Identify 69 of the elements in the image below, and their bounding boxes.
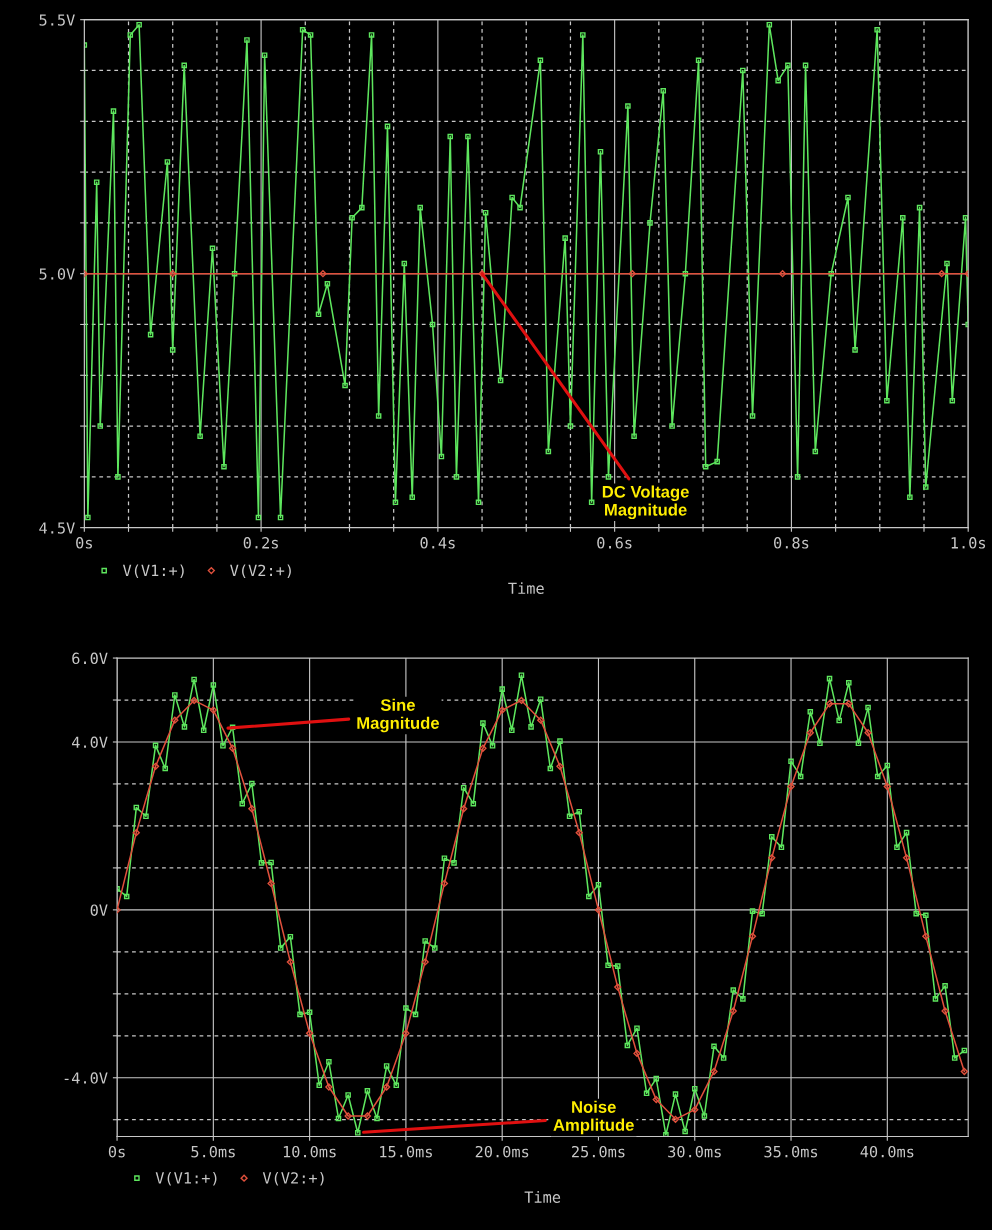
point [883,782,891,791]
point [440,879,449,888]
point [614,983,622,991]
y-tick-label: -4.0V [64,1072,108,1084]
point [556,762,564,770]
point [267,879,275,888]
point [748,932,757,940]
annotation: Sine Magnitude [357,698,440,733]
point [248,805,256,813]
point [344,1112,352,1120]
point [286,958,295,966]
point [479,744,487,752]
legend-label: V(V1:+) [122,564,184,578]
annotation: DC Voltage Magnitude [602,485,689,520]
y-tick-label: 5.5V [39,14,75,26]
point [209,706,217,714]
x-tick-label: 25.0ms [572,1145,625,1158]
point [498,706,506,714]
point [402,1029,410,1037]
y-tick-label: 4.5V [39,522,75,534]
x-tick-label: 10.0ms [283,1145,336,1158]
point [710,1067,718,1076]
point [902,854,911,862]
x-tick-label: 0s [76,537,92,549]
point [151,762,160,770]
x-tick-label: 1.0s [951,537,986,549]
x-tick-label: 15.0ms [380,1145,432,1158]
x-tick-label: 0.4s [420,537,455,549]
x-tick-label: 30.0ms [668,1145,721,1158]
point [671,1115,680,1123]
x-tick-label: 5.0ms [191,1145,235,1158]
point [383,1083,391,1091]
point [825,700,834,708]
point [864,729,872,737]
point [537,716,545,724]
legend-label: V(V2:+) [230,564,291,578]
point [845,700,853,708]
point [363,1112,372,1120]
x-tick-label: 0.6s [597,537,632,549]
x-tick-label: 0s [108,1145,125,1158]
point [171,716,179,724]
point [190,696,198,705]
y-tick-label: 5.0V [39,268,75,280]
point [305,1029,314,1037]
point [517,696,526,705]
point [575,829,583,837]
x-tick-label: 0.8s [774,537,809,549]
annotation: Noise Amplitude [553,1100,634,1135]
point [325,1083,333,1091]
x-tick-label: 40.0ms [860,1145,914,1158]
x-tick-label: 20.0ms [475,1145,529,1158]
point [960,1067,968,1076]
y-tick-label: 4.0V [72,736,108,749]
x-axis-title: Time [524,1191,561,1203]
point [922,932,930,940]
point [691,1106,699,1114]
x-tick-label: 0.2s [243,537,278,549]
y-tick-label: 0V [90,904,108,916]
legend-label: V(V1:+) [155,1171,217,1186]
point [652,1095,660,1104]
point [594,906,603,914]
x-axis-title: Time [508,582,544,595]
point [228,744,237,752]
point [787,782,795,791]
point [729,1007,737,1015]
y-tick-label: 6.0V [72,652,108,665]
x-tick-label: 35.0ms [764,1145,818,1158]
point [633,1049,641,1058]
legend-label: V(V2:+) [262,1171,324,1186]
